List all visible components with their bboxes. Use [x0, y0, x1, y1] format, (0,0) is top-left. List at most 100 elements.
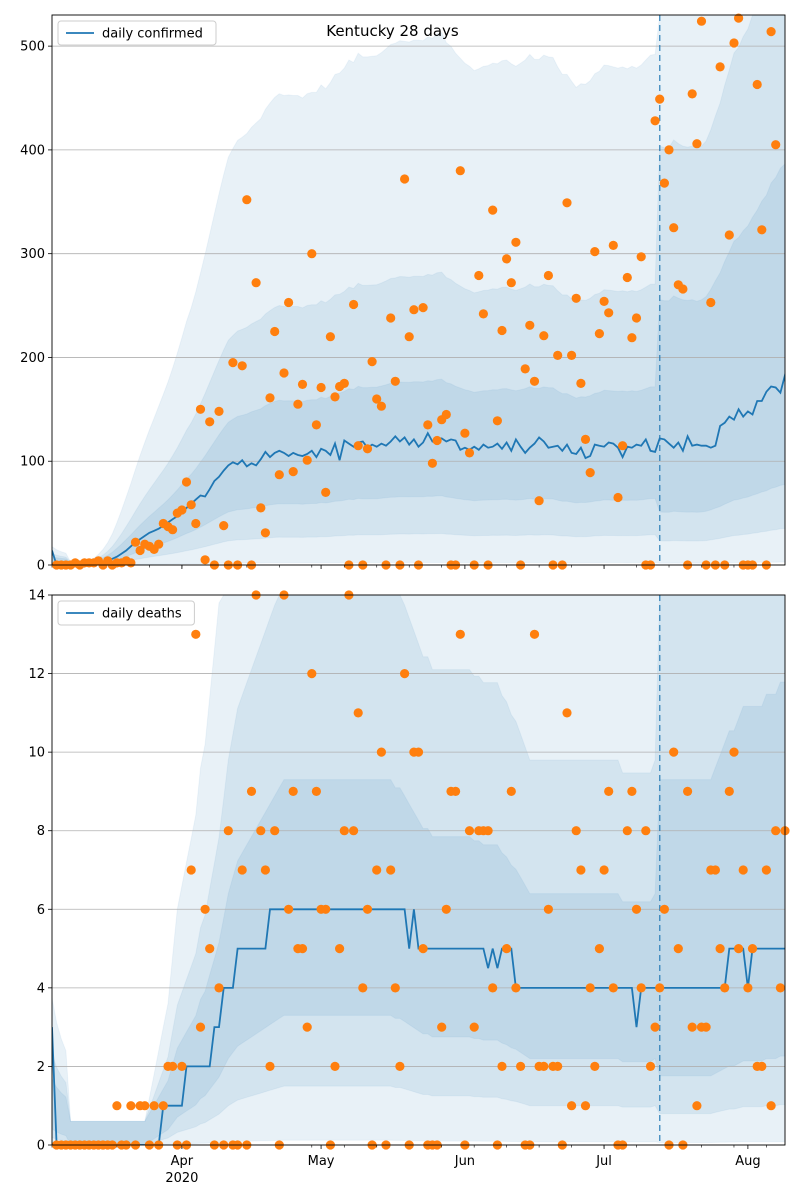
data-point	[553, 1061, 563, 1071]
data-point	[520, 364, 530, 374]
data-point	[567, 350, 577, 360]
data-point	[659, 178, 670, 188]
data-point	[641, 826, 651, 836]
data-point	[130, 537, 141, 547]
data-point	[506, 786, 516, 797]
data-point	[307, 669, 317, 679]
data-point	[502, 944, 512, 954]
data-point	[284, 904, 294, 914]
data-point	[655, 94, 665, 104]
data-point	[158, 1101, 168, 1111]
data-point	[260, 528, 270, 538]
data-point	[195, 404, 206, 414]
data-point	[474, 270, 484, 281]
data-point	[747, 944, 758, 954]
data-point	[743, 983, 753, 993]
data-point	[738, 865, 748, 875]
data-point	[469, 1022, 479, 1032]
data-point	[302, 455, 312, 465]
data-point	[497, 1061, 507, 1071]
data-point	[228, 358, 238, 368]
data-point	[516, 1061, 526, 1071]
data-point	[288, 467, 298, 477]
data-point	[349, 826, 359, 836]
data-point	[112, 1101, 122, 1111]
data-point	[126, 1101, 136, 1111]
data-point	[701, 1022, 711, 1032]
data-point	[622, 272, 632, 283]
data-point	[483, 826, 493, 836]
data-point	[311, 420, 321, 430]
data-point	[618, 441, 628, 451]
data-point	[168, 1061, 178, 1071]
data-point	[585, 983, 595, 993]
observed-points	[52, 13, 781, 570]
data-point	[270, 326, 280, 337]
legend-label: daily deaths	[102, 607, 182, 622]
data-point	[214, 406, 224, 416]
data-point	[441, 904, 451, 914]
plot-area	[52, 372, 785, 565]
y-tick-label: 6	[37, 903, 45, 918]
data-point	[404, 332, 414, 342]
data-point	[571, 826, 581, 836]
data-point	[186, 500, 196, 510]
data-point	[543, 904, 554, 914]
y-tick-label: 10	[28, 746, 45, 761]
data-point	[590, 247, 600, 257]
data-point	[599, 865, 609, 875]
data-point	[297, 944, 308, 954]
axes-frame	[51, 14, 786, 566]
data-point	[529, 629, 540, 639]
data-point	[455, 629, 465, 639]
data-point	[451, 786, 461, 797]
data-point	[126, 558, 136, 568]
data-point	[260, 865, 270, 875]
data-point	[311, 786, 321, 797]
y-tick-label: 300	[20, 247, 45, 262]
data-point	[478, 309, 488, 319]
data-point	[423, 420, 433, 430]
y-tick-label: 500	[20, 40, 45, 55]
chart-title: Kentucky 28 days	[326, 22, 459, 40]
data-point	[488, 205, 498, 215]
data-point	[200, 904, 210, 914]
data-point	[729, 38, 739, 48]
data-point	[418, 944, 428, 954]
data-point	[223, 826, 233, 836]
data-point	[696, 16, 707, 26]
data-point	[604, 786, 614, 797]
data-point	[177, 1061, 187, 1071]
data-point	[149, 1101, 159, 1111]
data-point	[372, 394, 382, 404]
data-point	[534, 496, 544, 506]
data-point	[506, 278, 516, 288]
data-point	[464, 826, 475, 836]
data-point	[256, 503, 266, 513]
uncertainty-bands	[52, 15, 785, 565]
data-point	[437, 1022, 447, 1032]
data-point	[200, 555, 210, 565]
data-point	[645, 1061, 656, 1071]
data-point	[270, 826, 280, 836]
data-point	[293, 399, 303, 409]
data-point	[135, 545, 145, 556]
data-point	[321, 487, 331, 497]
data-point	[284, 297, 294, 308]
series-line-daily-confirmed	[52, 372, 785, 565]
data-point	[325, 332, 335, 342]
data-point	[297, 379, 308, 389]
data-point	[539, 331, 549, 341]
data-point	[580, 434, 591, 444]
y-tick-label: 100	[20, 455, 45, 470]
data-point	[362, 904, 373, 914]
data-point	[659, 904, 670, 914]
data-point	[771, 140, 781, 150]
data-point	[288, 786, 298, 797]
data-point	[752, 79, 762, 90]
data-point	[265, 393, 275, 403]
data-point	[757, 1061, 767, 1071]
observed-points	[52, 590, 790, 1150]
data-point	[353, 708, 363, 718]
data-point	[349, 299, 359, 310]
